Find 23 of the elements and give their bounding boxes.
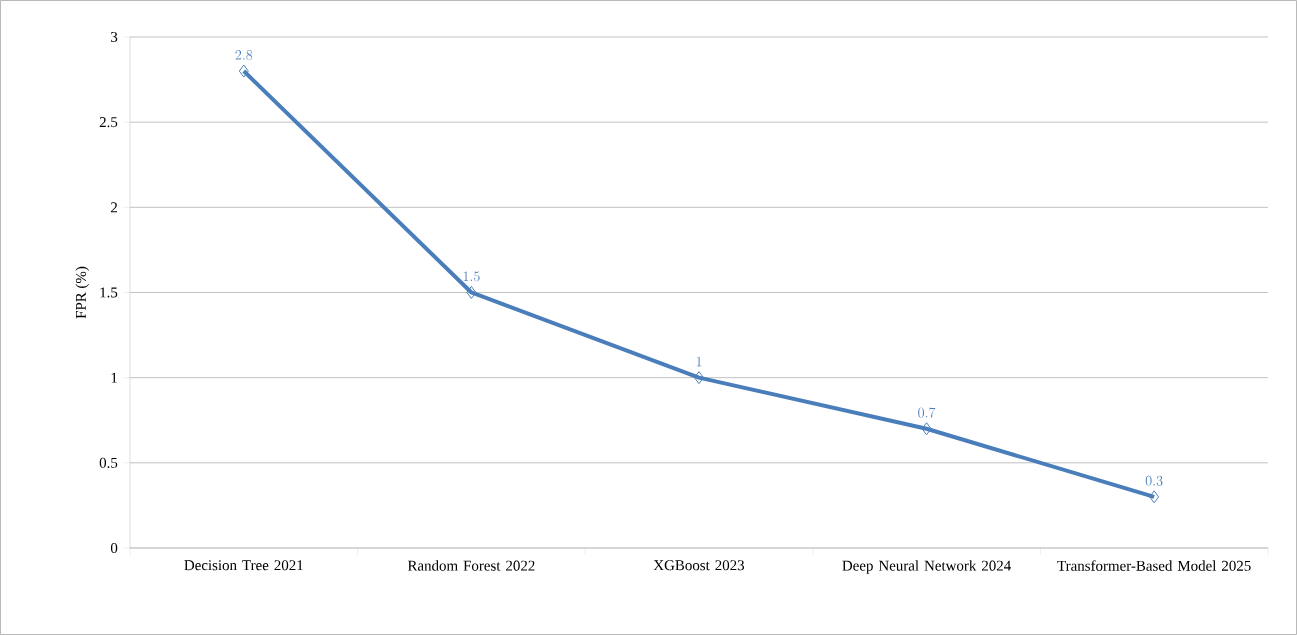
data-label: 1: [696, 356, 702, 367]
x-tick-label: XGBoost 2023: [653, 560, 745, 571]
data-label: 0.3: [1145, 475, 1163, 486]
y-tick-label: 2.5: [99, 117, 118, 128]
point: [693, 371, 704, 385]
point: [1149, 490, 1160, 504]
point: [921, 422, 932, 436]
y-tick-label: 1: [111, 372, 117, 383]
x-tick-label: Decision Tree 2021: [184, 560, 303, 571]
point: [466, 285, 477, 299]
y-tick-label: 2: [111, 202, 117, 213]
data-label: 0.7: [918, 407, 936, 418]
point: [238, 64, 249, 78]
y-tick-label: 3: [111, 31, 118, 42]
y-tick-label: 0: [110, 542, 118, 554]
y-tick-label: 0.5: [99, 457, 118, 468]
data-label: 2.8: [235, 50, 253, 60]
x-tick-label: Deep Neural Network 2024: [842, 560, 1011, 574]
x-tick-label: Transformer-Based Model 2025: [1057, 560, 1251, 571]
y-axis-title: FPR (%): [75, 266, 89, 319]
x-tick-label: Random Forest 2022: [407, 560, 535, 571]
data-label: 1 .5: [463, 271, 480, 282]
y-tick-label: 1.5: [100, 287, 118, 298]
